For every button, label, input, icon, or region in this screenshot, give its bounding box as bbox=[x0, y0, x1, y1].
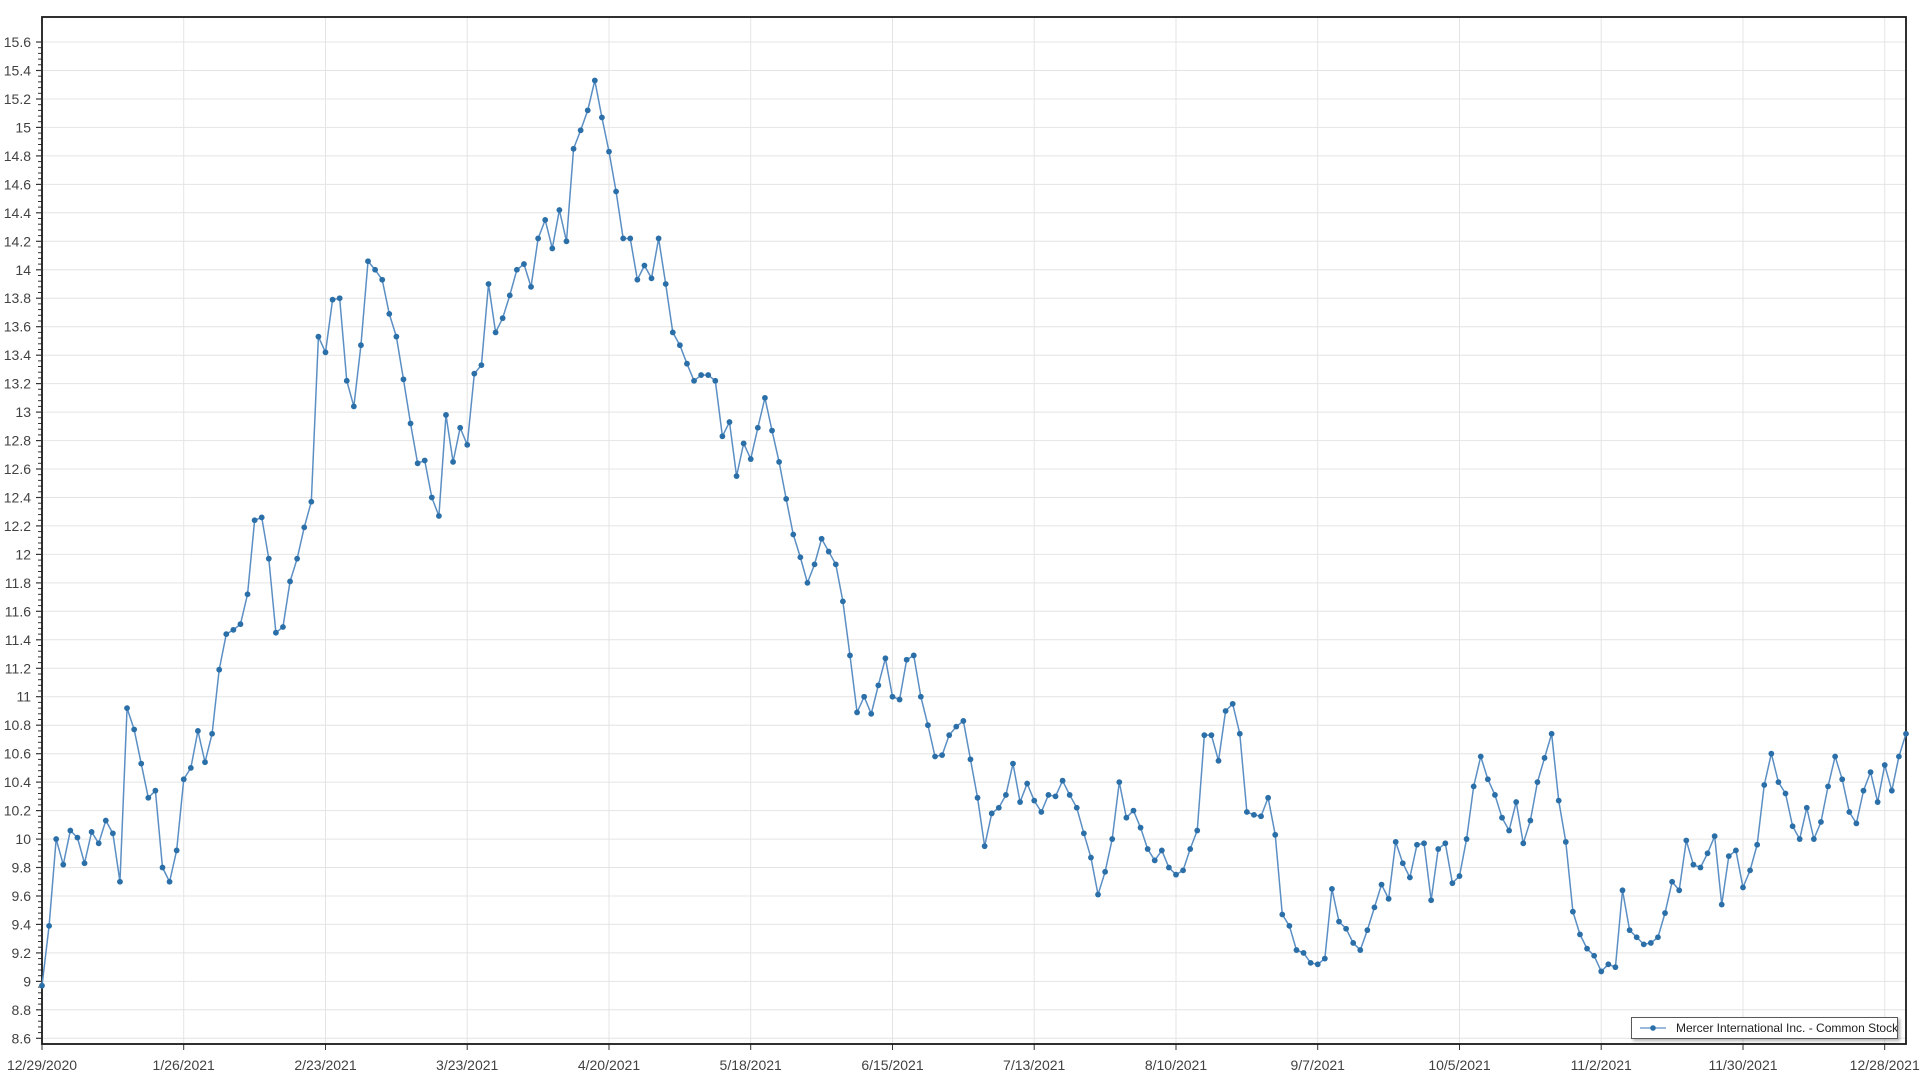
svg-text:14.2: 14.2 bbox=[4, 233, 31, 249]
svg-text:11: 11 bbox=[16, 689, 31, 705]
svg-text:12.2: 12.2 bbox=[4, 518, 31, 534]
svg-text:14.6: 14.6 bbox=[4, 176, 31, 192]
svg-text:8.6: 8.6 bbox=[12, 1030, 32, 1046]
svg-text:15: 15 bbox=[15, 119, 31, 135]
svg-text:9.2: 9.2 bbox=[12, 945, 32, 961]
svg-text:9: 9 bbox=[23, 973, 31, 989]
svg-text:2/23/2021: 2/23/2021 bbox=[294, 1057, 356, 1073]
svg-text:8/10/2021: 8/10/2021 bbox=[1145, 1057, 1207, 1073]
svg-text:9.8: 9.8 bbox=[12, 860, 32, 876]
svg-text:11/2/2021: 11/2/2021 bbox=[1571, 1057, 1632, 1073]
svg-text:3/23/2021: 3/23/2021 bbox=[436, 1057, 498, 1073]
svg-text:15.4: 15.4 bbox=[4, 63, 31, 79]
svg-text:1/26/2021: 1/26/2021 bbox=[153, 1057, 215, 1073]
svg-text:14: 14 bbox=[15, 262, 31, 278]
svg-text:14.4: 14.4 bbox=[4, 205, 31, 221]
svg-text:13.4: 13.4 bbox=[4, 347, 31, 363]
svg-text:4/20/2021: 4/20/2021 bbox=[578, 1057, 640, 1073]
svg-text:13.6: 13.6 bbox=[4, 319, 31, 335]
svg-text:11.4: 11.4 bbox=[5, 632, 31, 648]
svg-text:11.6: 11.6 bbox=[5, 603, 31, 619]
svg-text:13.8: 13.8 bbox=[4, 290, 31, 306]
svg-text:10.6: 10.6 bbox=[4, 746, 31, 762]
svg-text:15.6: 15.6 bbox=[4, 34, 31, 50]
svg-text:10.2: 10.2 bbox=[4, 803, 31, 819]
svg-text:12.4: 12.4 bbox=[4, 490, 31, 506]
svg-text:10.8: 10.8 bbox=[4, 717, 31, 733]
svg-text:6/15/2021: 6/15/2021 bbox=[861, 1057, 923, 1073]
svg-text:15.2: 15.2 bbox=[4, 91, 31, 107]
svg-text:11.8: 11.8 bbox=[5, 575, 31, 591]
svg-text:9/7/2021: 9/7/2021 bbox=[1290, 1057, 1345, 1073]
svg-text:12/29/2020: 12/29/2020 bbox=[7, 1057, 77, 1073]
svg-text:8.8: 8.8 bbox=[12, 1002, 32, 1018]
svg-text:12.6: 12.6 bbox=[4, 461, 31, 477]
svg-text:9.6: 9.6 bbox=[12, 888, 32, 904]
svg-text:7/13/2021: 7/13/2021 bbox=[1003, 1057, 1065, 1073]
svg-text:12.8: 12.8 bbox=[4, 433, 31, 449]
svg-text:9.4: 9.4 bbox=[12, 916, 32, 932]
svg-text:5/18/2021: 5/18/2021 bbox=[720, 1057, 782, 1073]
svg-text:12: 12 bbox=[15, 546, 31, 562]
svg-text:10.4: 10.4 bbox=[4, 774, 31, 790]
svg-text:11/30/2021: 11/30/2021 bbox=[1708, 1057, 1777, 1073]
svg-text:13: 13 bbox=[15, 404, 31, 420]
svg-text:11.2: 11.2 bbox=[5, 660, 31, 676]
svg-text:10: 10 bbox=[15, 831, 31, 847]
svg-text:12/28/2021: 12/28/2021 bbox=[1850, 1057, 1920, 1073]
svg-text:13.2: 13.2 bbox=[4, 376, 31, 392]
svg-text:14.8: 14.8 bbox=[4, 148, 31, 164]
svg-text:10/5/2021: 10/5/2021 bbox=[1428, 1057, 1490, 1073]
